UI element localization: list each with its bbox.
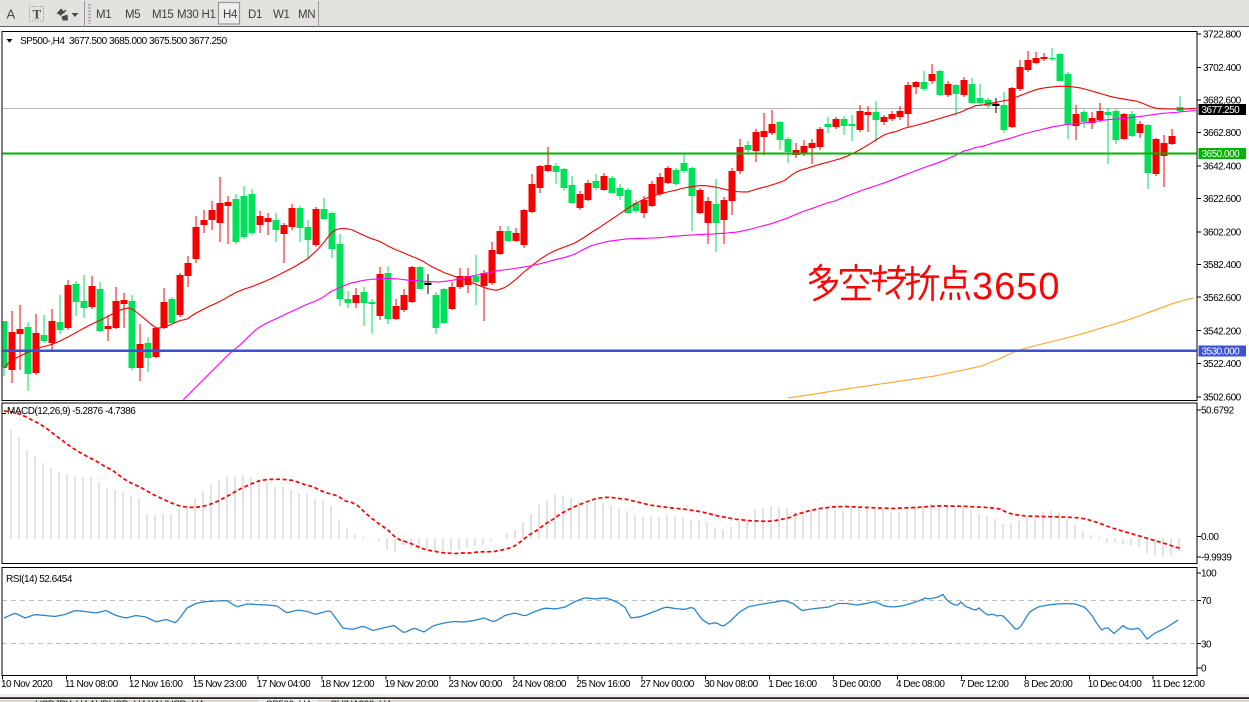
svg-text:3677.250: 3677.250 bbox=[1202, 105, 1241, 116]
svg-text:10 Nov 2020: 10 Nov 2020 bbox=[1, 679, 53, 690]
svg-text:3582.400: 3582.400 bbox=[1203, 260, 1242, 271]
svg-text:-9.9939: -9.9939 bbox=[1201, 553, 1232, 564]
svg-text:70: 70 bbox=[1201, 596, 1212, 607]
svg-text:30 Nov 08:00: 30 Nov 08:00 bbox=[704, 679, 758, 690]
svg-text:3542.200: 3542.200 bbox=[1203, 326, 1242, 337]
svg-text:M1: M1 bbox=[96, 9, 111, 21]
svg-text:3702.400: 3702.400 bbox=[1203, 63, 1242, 74]
svg-text:M30: M30 bbox=[177, 9, 198, 21]
svg-text:50.6792: 50.6792 bbox=[1201, 406, 1235, 417]
svg-text:0.00: 0.00 bbox=[1201, 532, 1219, 543]
svg-text:30: 30 bbox=[1201, 639, 1212, 650]
svg-text:MACD(12,26,9) -5.2876 -4.7386: MACD(12,26,9) -5.2876 -4.7386 bbox=[7, 406, 136, 417]
svg-text:3722.800: 3722.800 bbox=[1203, 29, 1242, 40]
svg-text:100: 100 bbox=[1201, 569, 1217, 580]
svg-text:17 Nov 04:00: 17 Nov 04:00 bbox=[257, 679, 311, 690]
svg-text:SP500-,H4: SP500-,H4 bbox=[266, 700, 311, 702]
svg-text:W1: W1 bbox=[273, 9, 290, 21]
svg-text:M5: M5 bbox=[125, 9, 140, 21]
svg-text:3642.400: 3642.400 bbox=[1203, 162, 1242, 173]
svg-text:3522.400: 3522.400 bbox=[1203, 359, 1242, 370]
svg-text:3502.600: 3502.600 bbox=[1203, 392, 1242, 403]
svg-text:MN: MN bbox=[298, 9, 315, 21]
svg-text:T: T bbox=[33, 7, 42, 22]
svg-text:3602.200: 3602.200 bbox=[1203, 228, 1242, 239]
svg-text:3530.000: 3530.000 bbox=[1202, 346, 1241, 357]
svg-text:3622.600: 3622.600 bbox=[1203, 194, 1242, 205]
svg-text:12 Nov 16:00: 12 Nov 16:00 bbox=[129, 679, 183, 690]
svg-text:RSI(14) 52.6454: RSI(14) 52.6454 bbox=[6, 574, 73, 585]
svg-text:USDJPY-,H4 AUDUSD-,H4 XAUU: USDJPY-,H4 AUDUSD-,H4 XAUUSD-,H4 bbox=[35, 700, 204, 702]
svg-text:SP500-,H4 3677.500 3685.000 3: SP500-,H4 3677.500 3685.000 3675.500 367… bbox=[20, 36, 228, 47]
svg-text:3650: 3650 bbox=[972, 266, 1061, 308]
svg-text:15 Nov 23:00: 15 Nov 23:00 bbox=[193, 679, 247, 690]
svg-text:19 Nov 20:00: 19 Nov 20:00 bbox=[385, 679, 439, 690]
svg-text:H4: H4 bbox=[223, 9, 238, 21]
svg-text:3662.800: 3662.800 bbox=[1203, 128, 1242, 139]
svg-text:3650.000: 3650.000 bbox=[1202, 149, 1241, 160]
svg-text:M15: M15 bbox=[152, 9, 173, 21]
svg-text:8 Dec 20:00: 8 Dec 20:00 bbox=[1024, 679, 1073, 690]
svg-text:3562.600: 3562.600 bbox=[1203, 293, 1242, 304]
svg-text:CHINA300-,H4: CHINA300-,H4 bbox=[330, 700, 392, 702]
svg-text:0: 0 bbox=[1201, 664, 1207, 675]
svg-text:24 Nov 08:00: 24 Nov 08:00 bbox=[512, 679, 566, 690]
svg-text:3682.600: 3682.600 bbox=[1203, 96, 1242, 107]
svg-text:7 Dec 12:00: 7 Dec 12:00 bbox=[960, 679, 1009, 690]
svg-text:A: A bbox=[7, 7, 16, 22]
svg-text:H1: H1 bbox=[202, 9, 216, 21]
svg-text:3 Dec 00:00: 3 Dec 00:00 bbox=[832, 679, 881, 690]
svg-text:25 Nov 16:00: 25 Nov 16:00 bbox=[576, 679, 630, 690]
svg-text:D1: D1 bbox=[248, 9, 262, 21]
svg-text:11 Nov 08:00: 11 Nov 08:00 bbox=[65, 679, 119, 690]
svg-text:11 Dec 12:00: 11 Dec 12:00 bbox=[1152, 679, 1206, 690]
svg-text:1 Dec 16:00: 1 Dec 16:00 bbox=[768, 679, 817, 690]
svg-text:27 Nov 00:00: 27 Nov 00:00 bbox=[640, 679, 694, 690]
svg-text:23 Nov 00:00: 23 Nov 00:00 bbox=[449, 679, 503, 690]
svg-text:18 Nov 12:00: 18 Nov 12:00 bbox=[321, 679, 375, 690]
svg-text:10 Dec 04:00: 10 Dec 04:00 bbox=[1088, 679, 1142, 690]
svg-text:4 Dec 08:00: 4 Dec 08:00 bbox=[896, 679, 945, 690]
